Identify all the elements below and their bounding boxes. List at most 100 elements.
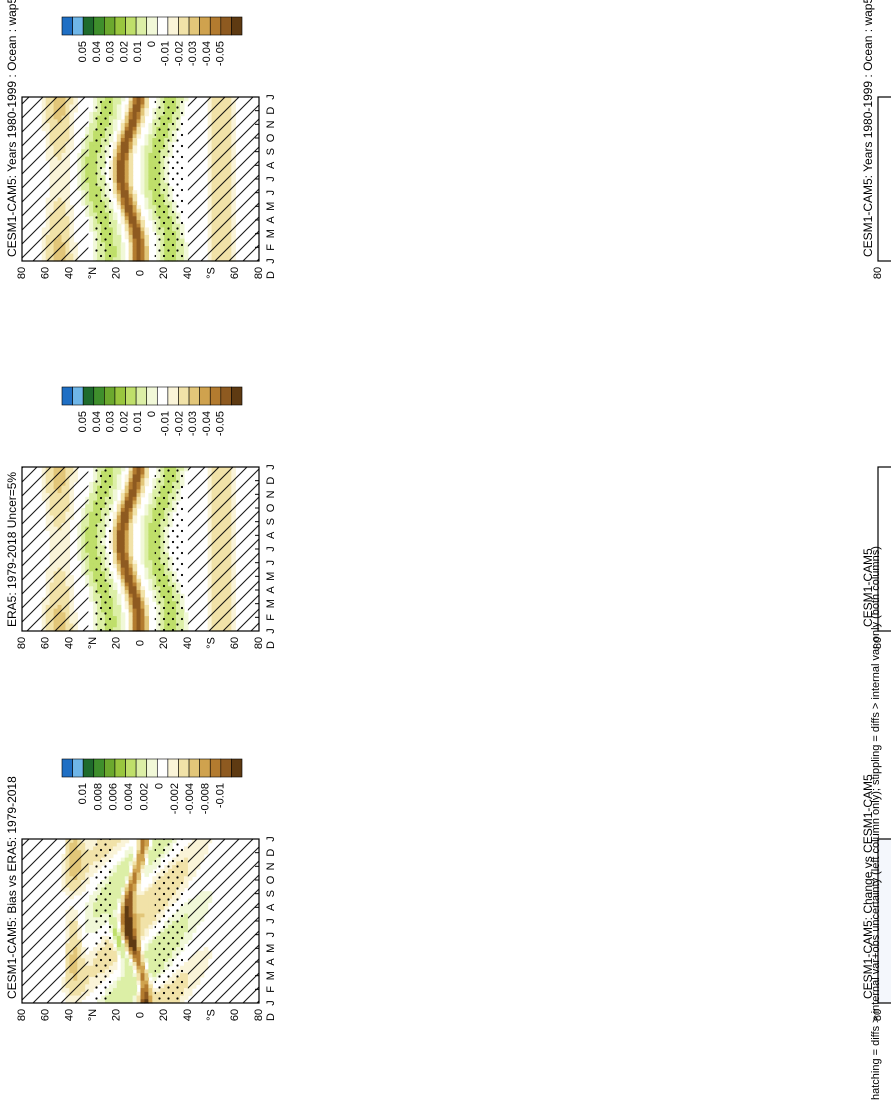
y-tick-label: 80 xyxy=(253,1009,265,1021)
panel-title: CESM1-CAM5: Years 1980-1999 : Ocean : wa… xyxy=(861,0,875,257)
colorbar-label: -0.01 xyxy=(215,783,227,808)
colorbar-label: 0.01 xyxy=(77,783,89,804)
x-tick-label: M xyxy=(265,599,277,608)
colorbar-label: 0.01 xyxy=(132,41,144,62)
x-tick-label: J xyxy=(265,1000,277,1006)
y-tick-label: 40 xyxy=(63,637,75,649)
x-tick-label: F xyxy=(265,614,277,621)
x-tick-label: J xyxy=(265,628,277,634)
colorbar-label: -0.03 xyxy=(187,41,199,66)
y-tick-label: 40 xyxy=(63,1009,75,1021)
y-tick-label: 40 xyxy=(63,267,75,279)
x-tick-label: A xyxy=(265,586,277,594)
x-tick-label: O xyxy=(265,133,277,142)
colorbar-label: 0.05 xyxy=(77,411,89,432)
colorbar-label: -0.02 xyxy=(173,411,185,436)
x-tick-label: M xyxy=(265,971,277,980)
y-tick-label: °S xyxy=(206,1009,218,1021)
x-tick-label-start: D xyxy=(265,271,277,279)
y-tick-label: 20 xyxy=(158,267,170,279)
y-tick-label: 80 xyxy=(16,637,28,649)
x-tick-label: S xyxy=(265,518,277,525)
y-tick-label: 0 xyxy=(134,270,146,276)
colorbar-label: 0.03 xyxy=(105,41,117,62)
x-tick-label: N xyxy=(265,862,277,870)
y-tick-label: 60 xyxy=(229,267,241,279)
colorbar-label: 0 xyxy=(146,411,158,417)
x-tick-label: J xyxy=(265,176,277,182)
colorbar-label: -0.01 xyxy=(160,41,172,66)
y-tick-label: 40 xyxy=(182,1009,194,1021)
colorbar-label: 0.04 xyxy=(91,411,103,432)
y-tick-label: 60 xyxy=(40,1009,52,1021)
y-tick-label: 80 xyxy=(872,267,884,279)
x-tick-label: A xyxy=(265,903,277,911)
y-tick-label: 60 xyxy=(40,267,52,279)
colorbar-label: 0.004 xyxy=(123,783,135,811)
x-tick-label: S xyxy=(265,890,277,897)
y-tick-label: 0 xyxy=(134,1012,146,1018)
y-tick-label: °N xyxy=(87,1009,99,1021)
x-tick-label: O xyxy=(265,875,277,884)
colorbar-label: 0.04 xyxy=(91,41,103,62)
panel-4: JFMAMJJASONDJD806040°N2002040°S6080CESM1… xyxy=(861,0,891,279)
colorbar-label: -0.004 xyxy=(184,783,196,814)
colorbar-label: 0 xyxy=(154,783,166,789)
x-tick-label: A xyxy=(265,161,277,169)
panel-title: ERA5: 1979-2018 Uncer=5% xyxy=(5,472,19,627)
y-tick-label: 80 xyxy=(16,1009,28,1021)
colorbar-label: -0.04 xyxy=(201,411,213,436)
colorbar-label: -0.01 xyxy=(160,411,172,436)
colorbar-label: -0.05 xyxy=(215,41,227,66)
y-tick-label: °N xyxy=(87,637,99,649)
x-tick-label: M xyxy=(265,572,277,581)
colorbar-label: 0.002 xyxy=(138,783,150,811)
x-tick-label: J xyxy=(265,932,277,938)
x-tick-label: F xyxy=(265,986,277,993)
y-tick-label: °S xyxy=(206,267,218,279)
x-tick-label: J xyxy=(265,546,277,552)
x-tick-label: F xyxy=(265,244,277,251)
y-tick-label: 20 xyxy=(111,637,123,649)
y-tick-label: 60 xyxy=(40,637,52,649)
y-tick-label: 80 xyxy=(16,267,28,279)
x-tick-label: D xyxy=(265,849,277,857)
x-tick-label: J xyxy=(265,464,277,470)
panel-title: CESM1-CAM5: Bias vs ERA5: 1979-2018 xyxy=(5,776,19,999)
x-tick-label: J xyxy=(265,94,277,100)
colorbar-label: 0.02 xyxy=(118,41,130,62)
colorbar-label: 0.008 xyxy=(92,783,104,811)
y-tick-label: 60 xyxy=(229,1009,241,1021)
colorbar-label: -0.04 xyxy=(201,41,213,66)
y-tick-label: 20 xyxy=(158,637,170,649)
colorbar-label: 0.01 xyxy=(132,411,144,432)
colorbar-label: 0.03 xyxy=(105,411,117,432)
y-tick-label: 20 xyxy=(158,1009,170,1021)
colorbar-label: 0.05 xyxy=(77,41,89,62)
x-tick-label-start: D xyxy=(265,641,277,649)
y-tick-label: 40 xyxy=(182,637,194,649)
x-tick-label: N xyxy=(265,490,277,498)
plot-frame xyxy=(878,97,891,261)
colorbar-label: -0.03 xyxy=(187,411,199,436)
x-tick-label: S xyxy=(265,148,277,155)
x-tick-label: N xyxy=(265,120,277,128)
x-tick-label: A xyxy=(265,216,277,224)
colorbar-label: -0.008 xyxy=(199,783,211,814)
y-tick-label: 0 xyxy=(134,640,146,646)
panel-title: CESM1-CAM5: Years 1980-1999 : Ocean : wa… xyxy=(5,0,19,257)
colorbar-label: 0.006 xyxy=(108,783,120,811)
x-tick-label: A xyxy=(265,958,277,966)
x-tick-label: J xyxy=(265,836,277,842)
y-tick-label: 40 xyxy=(182,267,194,279)
colorbar-label: 0 xyxy=(146,41,158,47)
x-tick-label: M xyxy=(265,202,277,211)
x-tick-label: O xyxy=(265,503,277,512)
y-tick-label: 80 xyxy=(253,637,265,649)
